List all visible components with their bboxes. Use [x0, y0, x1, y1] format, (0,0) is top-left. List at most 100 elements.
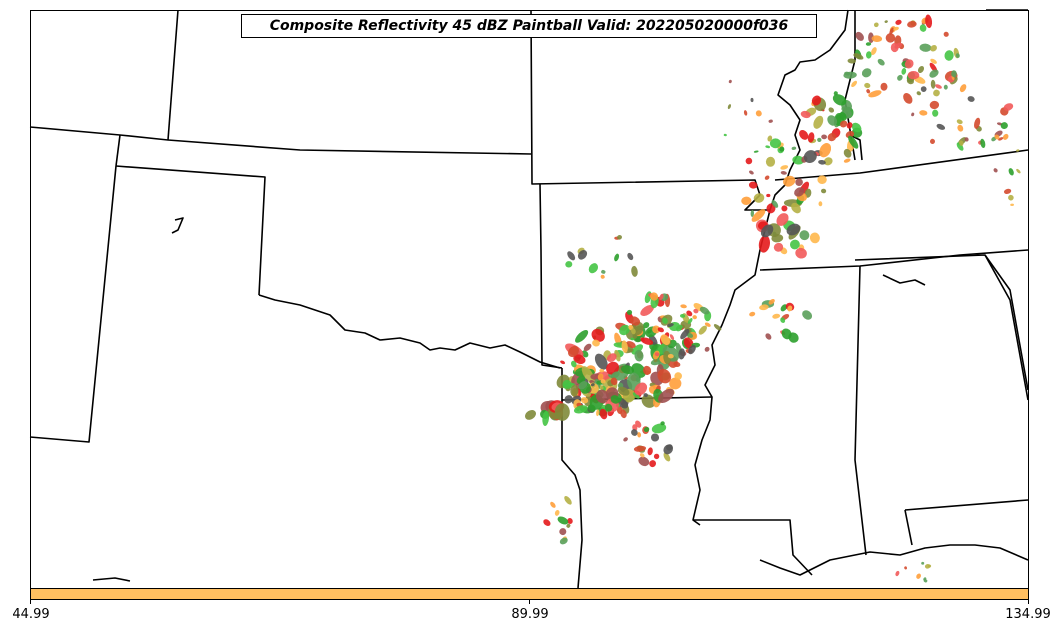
reflectivity-blob	[919, 24, 927, 32]
reflectivity-blob	[643, 365, 652, 375]
reflectivity-blob	[617, 234, 622, 240]
reflectivity-blob	[698, 325, 707, 335]
reflectivity-blob	[667, 353, 674, 359]
reflectivity-blob	[554, 403, 570, 421]
reflectivity-blob	[575, 330, 589, 343]
reflectivity-blob	[749, 170, 754, 175]
reflectivity-blob	[626, 341, 636, 349]
reflectivity-blob	[610, 395, 620, 404]
reflectivity-blob	[951, 70, 957, 78]
reflectivity-blob	[570, 384, 579, 397]
reflectivity-blob	[772, 313, 781, 319]
reflectivity-blob	[846, 122, 853, 129]
reflectivity-blob	[943, 84, 948, 90]
reflectivity-blob	[657, 369, 672, 384]
reflectivity-blob	[619, 324, 630, 336]
reflectivity-blob	[936, 123, 946, 130]
reflectivity-blob	[620, 409, 627, 419]
reflectivity-blob	[932, 109, 939, 117]
reflectivity-blob	[893, 26, 899, 31]
reflectivity-blob	[631, 429, 638, 436]
reflectivity-blob	[606, 353, 617, 362]
reflectivity-blob	[920, 86, 927, 92]
reflectivity-blob	[845, 130, 855, 139]
reflectivity-blob	[765, 145, 771, 149]
reflectivity-blob	[699, 306, 710, 315]
reflectivity-blob	[570, 360, 577, 368]
reflectivity-blob	[743, 110, 748, 116]
reflectivity-blob	[713, 324, 722, 331]
reflectivity-blob	[923, 579, 928, 583]
reflectivity-blob	[648, 334, 658, 346]
reflectivity-blob	[728, 79, 732, 84]
reflectivity-blob	[678, 348, 686, 360]
reflectivity-blob	[663, 452, 671, 462]
reflectivity-blob	[907, 70, 920, 80]
reflectivity-blob	[1000, 122, 1008, 130]
reflectivity-blob	[614, 253, 620, 262]
reflectivity-blob	[930, 79, 936, 89]
reflectivity-blob	[916, 91, 922, 96]
reflectivity-blob	[680, 304, 687, 309]
reflectivity-blob	[580, 397, 589, 404]
reflectivity-blob	[550, 501, 556, 508]
reflectivity-blob	[768, 119, 773, 123]
map-frame	[30, 10, 1029, 589]
reflectivity-blob	[758, 235, 771, 253]
reflectivity-blob	[620, 365, 635, 375]
reflectivity-blob	[688, 344, 696, 355]
reflectivity-blob	[643, 393, 648, 398]
reflectivity-blob	[631, 344, 643, 355]
reflectivity-blob	[935, 84, 942, 89]
reflectivity-blob	[617, 386, 630, 396]
reflectivity-blob	[581, 350, 589, 358]
reflectivity-blob	[669, 377, 682, 390]
reflectivity-blob	[964, 137, 969, 142]
reflectivity-blob	[773, 242, 784, 252]
reflectivity-blob	[630, 337, 635, 341]
reflectivity-blobs	[525, 14, 1021, 583]
reflectivity-blob	[851, 122, 862, 133]
reflectivity-blob	[929, 69, 939, 78]
reflectivity-blob	[904, 59, 914, 69]
reflectivity-blob	[750, 97, 754, 103]
reflectivity-blob	[687, 318, 693, 324]
reflectivity-blob	[781, 205, 788, 212]
reflectivity-blob	[595, 389, 609, 404]
reflectivity-blob	[759, 304, 769, 311]
reflectivity-blob	[601, 269, 606, 274]
reflectivity-blob	[654, 352, 660, 357]
reflectivity-blob	[895, 570, 900, 577]
reflectivity-blob	[993, 168, 998, 173]
reflectivity-blob	[568, 345, 579, 358]
reflectivity-blob	[673, 361, 681, 368]
reflectivity-blob	[847, 58, 856, 64]
colorbar	[30, 588, 1029, 600]
reflectivity-blob	[573, 405, 588, 414]
reflectivity-blob	[795, 178, 803, 186]
reflectivity-blob	[1003, 103, 1014, 111]
reflectivity-blob	[1003, 188, 1012, 195]
reflectivity-blob	[604, 403, 613, 412]
reflectivity-blob	[877, 58, 885, 66]
reflectivity-blob	[692, 315, 697, 320]
reflectivity-blob	[897, 74, 903, 81]
reflectivity-blob	[600, 274, 605, 279]
reflectivity-blob	[583, 343, 592, 352]
reflectivity-blob	[741, 196, 752, 206]
reflectivity-blob	[789, 239, 800, 250]
reflectivity-blob	[755, 110, 762, 117]
reflectivity-blob	[956, 142, 964, 151]
reflectivity-blob	[753, 150, 759, 153]
reflectivity-blob	[1016, 149, 1020, 152]
reflectivity-blob	[769, 138, 782, 149]
reflectivity-blob	[980, 138, 986, 149]
reflectivity-blob	[751, 209, 766, 222]
reflectivity-blob	[634, 349, 644, 362]
reflectivity-blob	[610, 377, 618, 386]
reflectivity-blob	[564, 495, 572, 505]
reflectivity-blob	[848, 135, 859, 149]
reflectivity-blob	[853, 53, 864, 60]
reflectivity-blob	[577, 249, 588, 260]
